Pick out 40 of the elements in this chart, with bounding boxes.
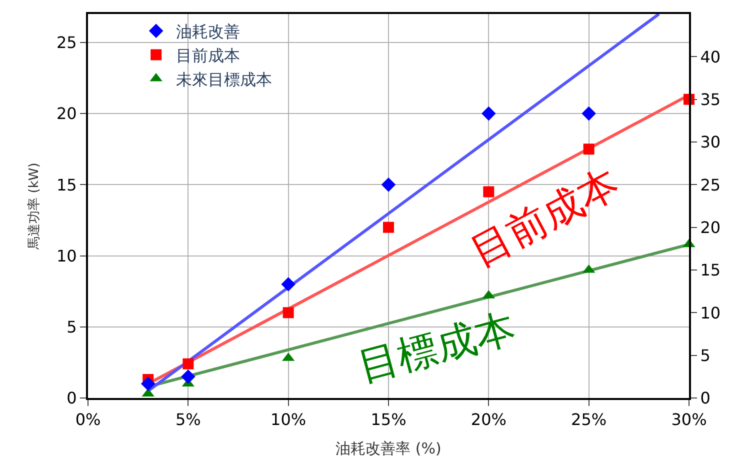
y2-tick-label: 15 <box>700 260 721 280</box>
y-tick-label: 15 <box>56 175 77 194</box>
y2-tick-label: 5 <box>700 346 710 365</box>
point <box>182 358 194 370</box>
y2-tick-label: 40 <box>700 47 721 66</box>
y2-tick-label: 20 <box>700 218 721 237</box>
x-tick-label: 30% <box>671 410 707 430</box>
x-tick-label: 0% <box>75 410 101 430</box>
y2-tick-label: 0 <box>700 388 710 408</box>
point <box>583 144 594 155</box>
point <box>181 370 196 384</box>
point <box>483 186 494 198</box>
point <box>281 277 296 292</box>
x-tick-label: 10% <box>270 410 306 430</box>
y-tick-label: 20 <box>56 104 77 124</box>
point <box>582 106 596 121</box>
y-tick-label: 25 <box>56 33 77 52</box>
legend-label: 未來目標成本 <box>176 70 272 89</box>
y2-tick-label: 25 <box>700 175 721 194</box>
y-tick-label: 5 <box>66 317 77 336</box>
point <box>482 106 496 121</box>
annotation: 目標成本 <box>354 304 520 391</box>
x-tick-label: 20% <box>470 410 506 430</box>
point <box>383 222 394 233</box>
y-axis-title: 馬達功率 (kW) <box>26 162 42 250</box>
legend-label: 目前成本 <box>176 46 240 65</box>
y2-tick-label: 10 <box>700 303 721 322</box>
x-tick-label: 5% <box>175 410 201 430</box>
x-tick-label: 25% <box>571 410 607 430</box>
x-tick-label: 15% <box>370 410 406 430</box>
y-tick-label: 10 <box>56 246 77 266</box>
legend-label: 油耗改善 <box>176 22 240 42</box>
point <box>282 307 294 318</box>
point <box>381 178 396 192</box>
y-tick-label: 0 <box>66 388 77 408</box>
y2-tick-label: 30 <box>700 132 721 152</box>
y2-tick-label: 35 <box>700 90 721 109</box>
x-axis-title: 油耗改善率 (%) <box>336 440 442 458</box>
point <box>140 376 156 391</box>
annotation: 目前成本 <box>464 160 627 276</box>
